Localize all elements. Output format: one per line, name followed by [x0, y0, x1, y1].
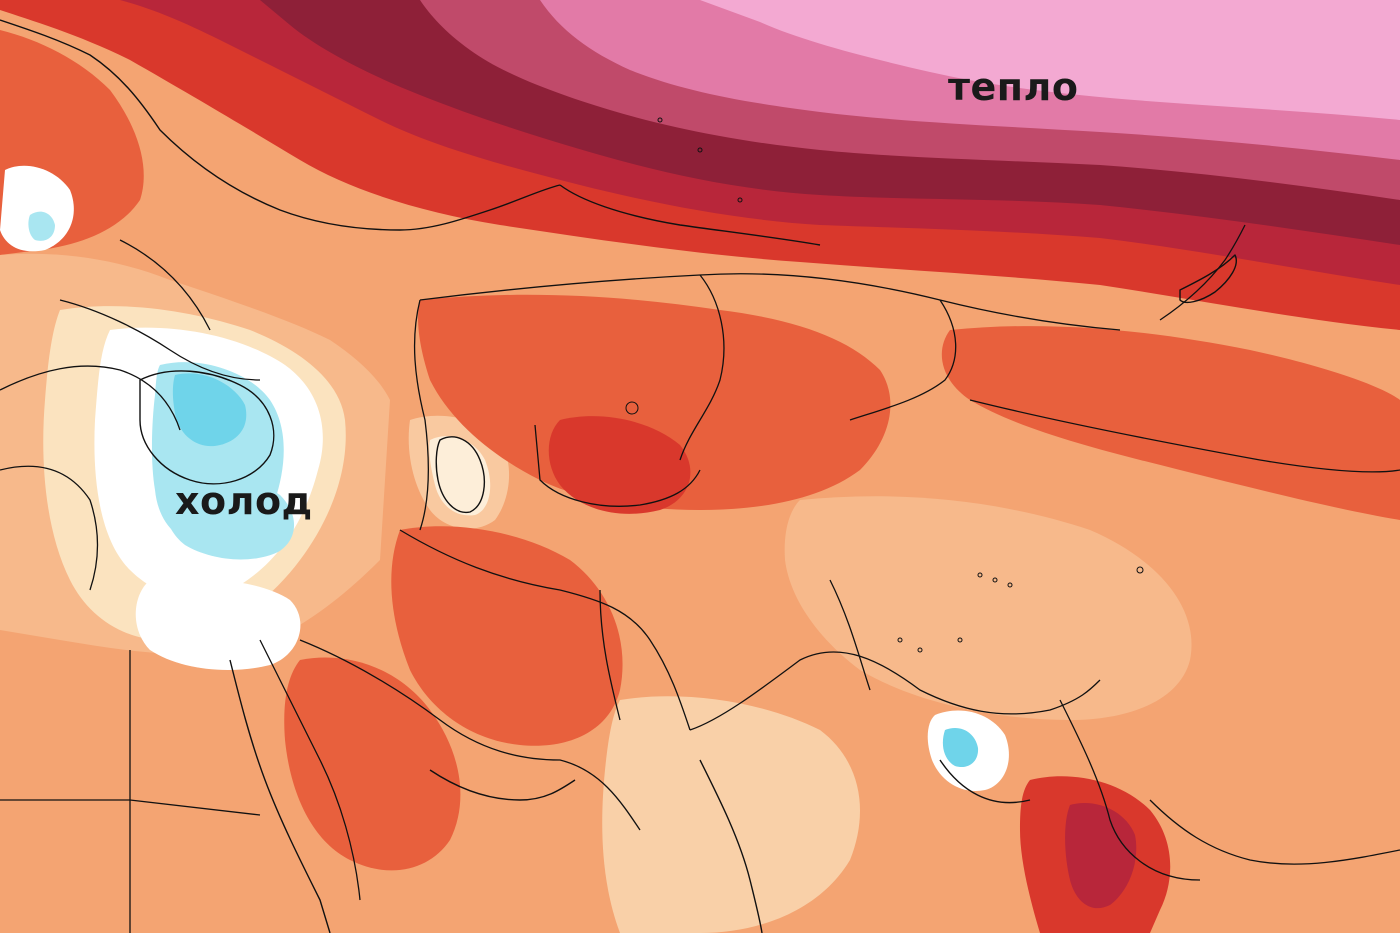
border-line [0, 365, 181, 431]
border-line [534, 424, 701, 507]
coastline [435, 436, 486, 514]
warm-region-label: тепло [948, 65, 1079, 109]
border-line [0, 799, 261, 816]
eastmed-white [135, 578, 301, 670]
island-dot [897, 637, 903, 643]
seasia-darkred [1065, 803, 1137, 909]
country-borders [0, 224, 1400, 933]
coastline [139, 370, 275, 485]
border-line [419, 273, 1121, 331]
india-cream [602, 696, 860, 933]
island-dot [737, 197, 743, 203]
island-dot [1007, 582, 1013, 588]
border-line [849, 299, 957, 421]
island-dot [697, 147, 703, 153]
bangladesh-blue [942, 728, 979, 768]
border-line [689, 651, 1101, 731]
coastline [939, 759, 1031, 804]
tibet-light [784, 496, 1192, 720]
island-dot [992, 577, 998, 583]
island-dot [957, 637, 963, 643]
scatter-islands [625, 117, 1144, 653]
border-line [0, 465, 99, 591]
border-line [969, 399, 1400, 473]
iran-red [391, 526, 623, 746]
border-line [829, 579, 871, 691]
mongolia-red [941, 326, 1400, 520]
island-dot [657, 117, 663, 123]
coastline [559, 184, 821, 246]
island-dot [917, 647, 923, 653]
coastline [229, 659, 331, 933]
island-dot [625, 401, 639, 415]
border-line [679, 274, 725, 461]
coastline [699, 759, 763, 933]
island-dot [1136, 566, 1144, 574]
warm-band-lightpink [700, 0, 1400, 120]
turkey-blue [162, 475, 295, 560]
baltic-blue [28, 211, 55, 241]
border-line [599, 589, 621, 721]
border-line [1149, 799, 1400, 865]
blacksea-cyan [172, 373, 247, 447]
border-line [119, 239, 211, 331]
border-line [59, 299, 261, 381]
border-line [259, 639, 361, 901]
centralasia-red [418, 294, 891, 510]
baltic-cold [0, 165, 74, 252]
coastline [1179, 254, 1237, 304]
border-line [399, 529, 691, 731]
coastline [0, 19, 561, 231]
centralasia-darkred [548, 416, 691, 514]
border-line [299, 639, 641, 831]
coastlines [0, 19, 1237, 933]
border-line [1059, 699, 1201, 881]
border-line [413, 299, 429, 531]
island-dot [977, 572, 983, 578]
border-line [1159, 224, 1246, 321]
coastline [429, 769, 576, 801]
cold-region-label: холод [175, 479, 313, 523]
arabia-red [284, 657, 461, 871]
